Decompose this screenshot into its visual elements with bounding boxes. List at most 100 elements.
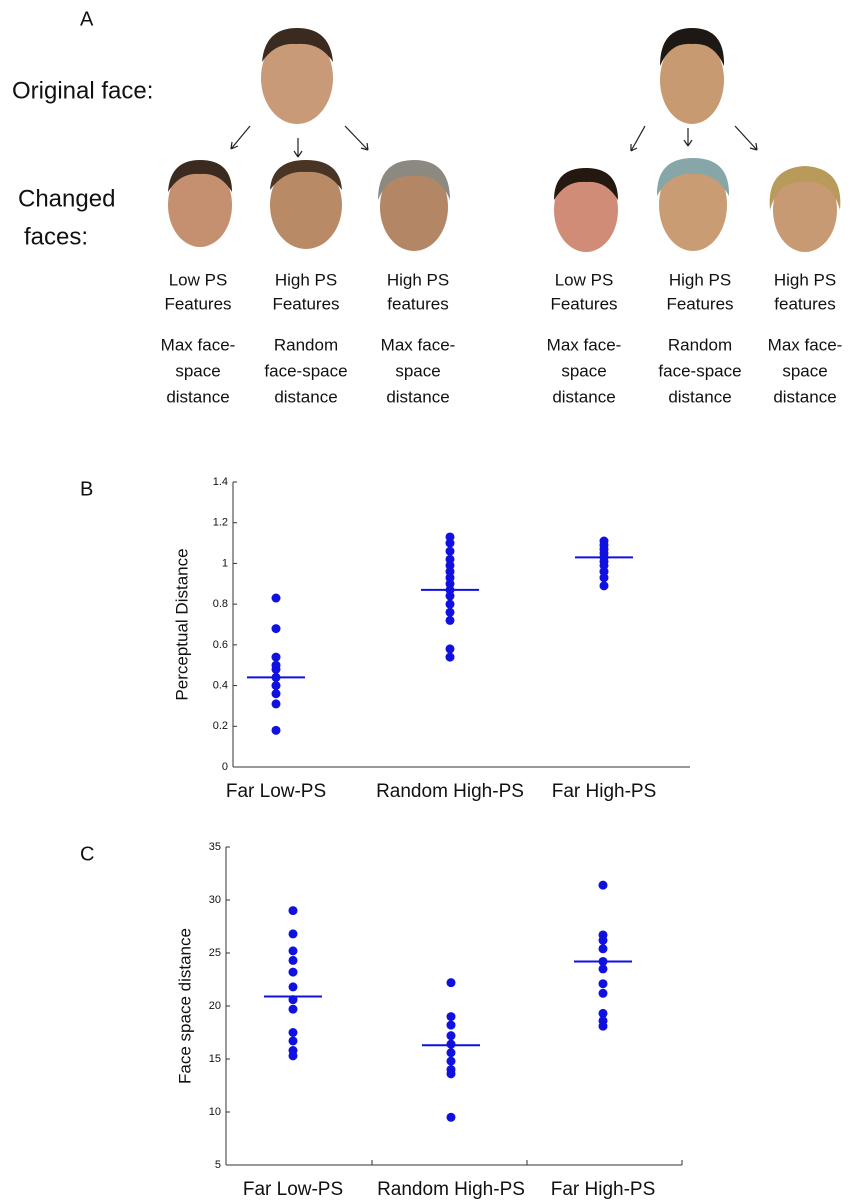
- y-tick-label: 10: [209, 1106, 221, 1118]
- distance-label: face-space: [658, 361, 741, 380]
- distance-label: distance: [166, 387, 229, 406]
- dot: [599, 581, 609, 591]
- dot: [288, 1036, 298, 1046]
- changed-label: Changed: [18, 185, 115, 212]
- feature-label: features: [774, 294, 835, 313]
- x-tick-label: Random High-PS: [376, 781, 524, 802]
- distance-label: Max face-: [547, 335, 622, 354]
- dot: [288, 906, 298, 916]
- y-axis-label: Perceptual Distance: [172, 548, 191, 700]
- dot: [271, 681, 281, 691]
- y-tick-label: 25: [209, 947, 221, 959]
- dot: [288, 946, 298, 956]
- feature-label: High PS: [774, 270, 836, 289]
- distance-label: space: [561, 361, 606, 380]
- feature-label: Features: [164, 294, 231, 313]
- y-tick-label: 5: [215, 1159, 221, 1171]
- y-tick-label: 1.4: [213, 476, 228, 488]
- feature-label: High PS: [387, 270, 449, 289]
- arrows: [230, 125, 758, 158]
- distance-label: Max face-: [381, 335, 456, 354]
- distance-label: space: [175, 361, 220, 380]
- y-tick-label: 0.8: [213, 598, 228, 610]
- panel-label: B: [80, 478, 93, 500]
- dot: [288, 929, 298, 939]
- y-tick-label: 20: [209, 1000, 221, 1012]
- y-tick-label: 1: [222, 557, 228, 569]
- panel-label: C: [80, 843, 94, 865]
- dot: [288, 967, 298, 977]
- distance-label: Max face-: [161, 335, 236, 354]
- distance-label: space: [782, 361, 827, 380]
- distance-label: distance: [274, 387, 337, 406]
- face: [378, 160, 450, 251]
- dot: [598, 988, 608, 998]
- dot: [288, 1004, 298, 1014]
- dot: [446, 1020, 456, 1030]
- distance-label: Random: [668, 335, 732, 354]
- distance-label: space: [395, 361, 440, 380]
- x-tick-label: Far Low-PS: [243, 1179, 343, 1200]
- face: [769, 166, 841, 252]
- dot: [271, 652, 281, 662]
- dot: [271, 593, 281, 603]
- dot: [445, 607, 455, 617]
- x-tick-label: Far High-PS: [552, 781, 657, 802]
- dot: [288, 1028, 298, 1037]
- dot: [271, 725, 281, 735]
- face: [270, 160, 342, 249]
- dot: [271, 664, 281, 674]
- panel-label: A: [80, 8, 94, 30]
- dot: [446, 1031, 456, 1041]
- dot: [598, 880, 608, 890]
- dot: [599, 573, 609, 583]
- face: [554, 168, 618, 252]
- y-tick-label: 0: [222, 761, 228, 773]
- dot: [445, 546, 455, 556]
- dot: [598, 979, 608, 989]
- dot: [288, 955, 298, 965]
- dot: [288, 982, 298, 992]
- face: [656, 158, 730, 251]
- feature-label: Features: [272, 294, 339, 313]
- y-tick-label: 35: [209, 841, 221, 853]
- x-tick-label: Far High-PS: [551, 1179, 656, 1200]
- dot: [271, 699, 281, 709]
- distance-label: distance: [386, 387, 449, 406]
- dot: [446, 1048, 456, 1058]
- face: [660, 28, 725, 124]
- y-axis-label: Face space distance: [175, 928, 194, 1084]
- feature-label: Features: [666, 294, 733, 313]
- distance-label: face-space: [264, 361, 347, 380]
- feature-label: Low PS: [555, 270, 614, 289]
- dot: [598, 1008, 608, 1018]
- x-tick-label: Far Low-PS: [226, 781, 326, 802]
- dot: [445, 538, 455, 548]
- dot: [288, 1051, 298, 1061]
- feature-label: Features: [550, 294, 617, 313]
- face: [261, 28, 333, 124]
- faces: [168, 28, 841, 252]
- y-tick-label: 30: [209, 894, 221, 906]
- feature-label: features: [387, 294, 448, 313]
- dot: [445, 652, 455, 662]
- dot: [445, 599, 455, 609]
- face: [168, 160, 232, 247]
- y-tick-label: 15: [209, 1053, 221, 1065]
- dot: [446, 1112, 456, 1122]
- changed-label: faces:: [24, 223, 88, 250]
- dot: [446, 1012, 456, 1022]
- dot: [445, 591, 455, 601]
- feature-label: Low PS: [169, 270, 228, 289]
- distance-label: distance: [552, 387, 615, 406]
- distance-label: distance: [668, 387, 731, 406]
- dot: [445, 644, 455, 654]
- dot: [598, 964, 608, 974]
- y-tick-label: 1.2: [213, 517, 228, 529]
- dot: [446, 1056, 456, 1066]
- dot: [446, 978, 456, 988]
- distance-label: Max face-: [768, 335, 843, 354]
- feature-label: High PS: [275, 270, 337, 289]
